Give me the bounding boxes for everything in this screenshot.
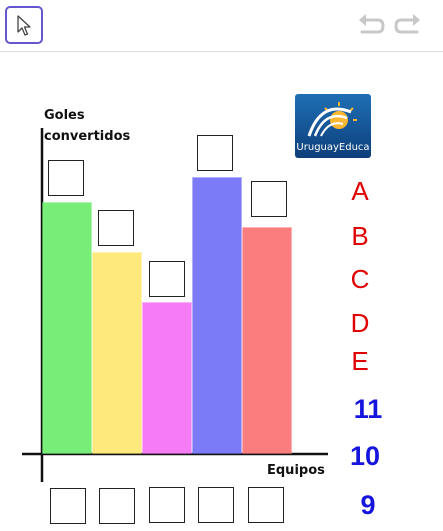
logo-emblem-icon xyxy=(295,94,371,158)
bar-4 xyxy=(192,177,242,454)
draggable-number-9[interactable]: 9 xyxy=(360,490,376,520)
bar-1 xyxy=(42,202,92,454)
bars-group xyxy=(42,177,292,454)
answer-box-bottom-1[interactable] xyxy=(50,488,86,524)
draggable-number-11[interactable]: 11 xyxy=(353,394,383,424)
logo-text: UruguayEduca xyxy=(296,142,370,153)
bar-2 xyxy=(92,252,142,454)
draggable-letter-d[interactable]: D xyxy=(350,308,370,338)
answer-box-top-b[interactable] xyxy=(98,210,134,246)
draggable-letter-a[interactable]: A xyxy=(351,176,369,206)
answer-box-bottom-3[interactable] xyxy=(149,487,185,523)
x-axis-label: Equipos xyxy=(267,463,325,478)
answer-box-bottom-5[interactable] xyxy=(248,487,284,523)
answer-box-top-e[interactable] xyxy=(251,181,287,217)
arrow-cursor-icon xyxy=(17,15,31,36)
draggable-letter-e[interactable]: E xyxy=(351,346,369,376)
y-axis-label-line-1: Goles xyxy=(44,108,85,123)
move-tool-button[interactable] xyxy=(5,6,43,44)
uruguayeduca-logo: UruguayEduca xyxy=(295,94,371,158)
answer-box-top-c[interactable] xyxy=(149,261,185,297)
redo-icon[interactable] xyxy=(393,12,423,38)
draggable-letter-c[interactable]: C xyxy=(350,264,370,294)
answer-box-bottom-4[interactable] xyxy=(198,487,234,523)
draggable-number-10[interactable]: 10 xyxy=(349,441,381,471)
undo-icon[interactable] xyxy=(356,12,386,38)
toolbar xyxy=(0,0,443,52)
answer-box-top-d[interactable] xyxy=(197,135,233,171)
draggable-letter-b[interactable]: B xyxy=(351,221,369,251)
answer-box-top-a[interactable] xyxy=(48,160,84,196)
bar-5 xyxy=(242,227,292,454)
answer-box-bottom-2[interactable] xyxy=(99,488,135,524)
y-axis-label-line-2: convertidos xyxy=(44,129,131,144)
bar-3 xyxy=(142,302,192,454)
